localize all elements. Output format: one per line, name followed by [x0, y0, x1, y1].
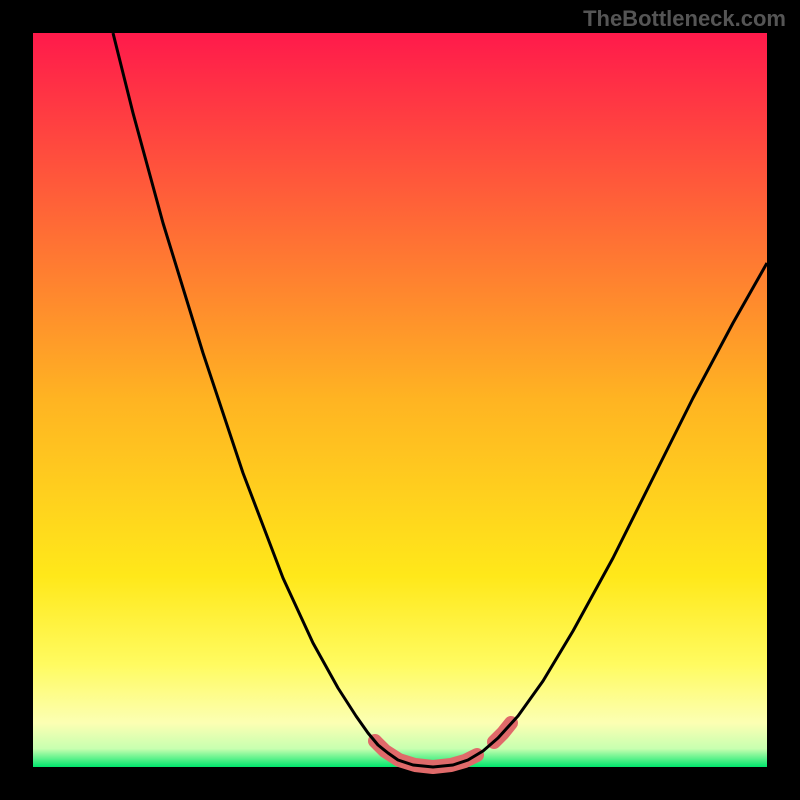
plot-gradient-background: [33, 33, 767, 767]
watermark-text: TheBottleneck.com: [583, 6, 786, 32]
curve-layer: [33, 33, 767, 767]
main-curve: [113, 33, 767, 767]
